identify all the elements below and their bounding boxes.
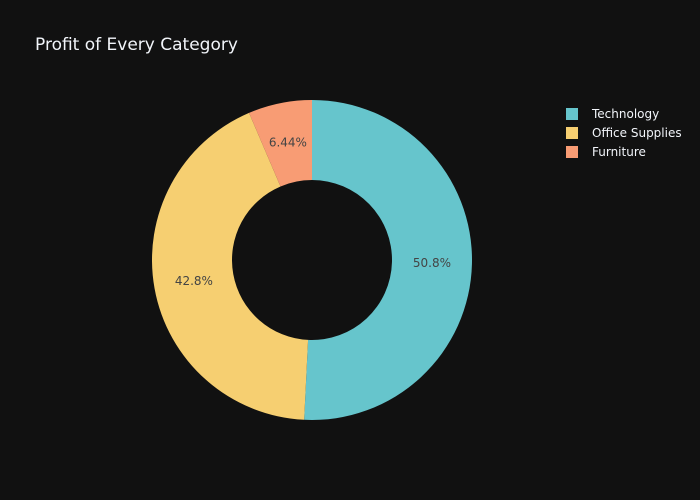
legend-label-technology: Technology — [591, 107, 659, 121]
legend-item-technology[interactable]: Technology — [566, 107, 659, 121]
legend-label-furniture: Furniture — [592, 145, 646, 159]
slice-technology[interactable] — [304, 100, 472, 420]
slice-label-furniture: 6.44% — [269, 135, 307, 149]
legend-item-office-supplies[interactable]: Office Supplies — [566, 126, 682, 140]
slice-labels-layer: 50.8% 42.8% 6.44% — [175, 135, 451, 288]
slice-label-technology: 50.8% — [413, 256, 451, 270]
legend-swatch-furniture — [566, 146, 578, 158]
chart-title: Profit of Every Category — [35, 35, 238, 55]
legend-item-furniture[interactable]: Furniture — [566, 145, 646, 159]
legend-swatch-office-supplies — [566, 127, 578, 139]
legend-swatch-technology — [566, 108, 578, 120]
slice-furniture[interactable] — [249, 100, 312, 187]
slice-label-office-supplies: 42.8% — [175, 274, 213, 288]
slice-office-supplies[interactable] — [152, 112, 309, 420]
legend: Technology Office Supplies Furniture — [566, 107, 682, 159]
legend-label-office-supplies: Office Supplies — [592, 126, 682, 140]
slices-layer — [152, 100, 472, 420]
